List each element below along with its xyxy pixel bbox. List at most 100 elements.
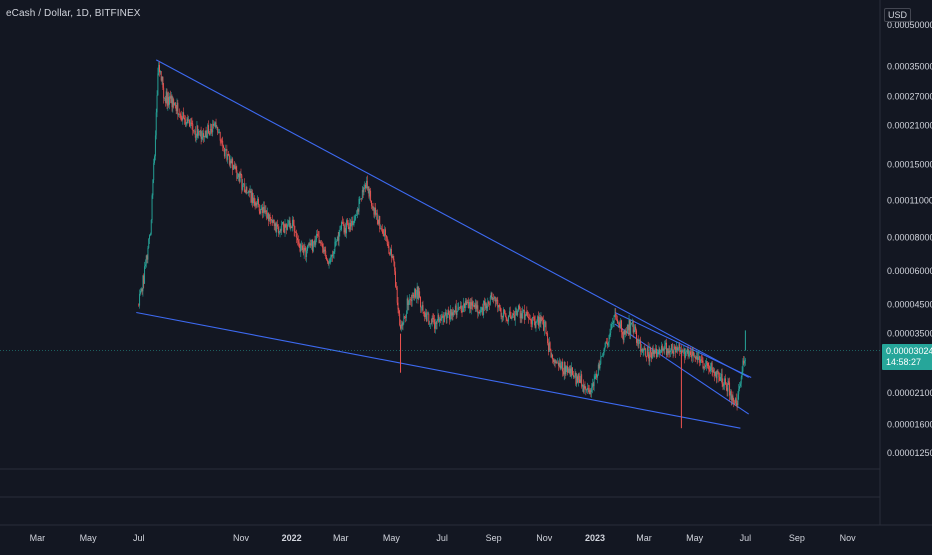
candle <box>543 315 544 332</box>
candle <box>213 120 215 129</box>
candle <box>341 216 343 224</box>
candle <box>260 205 262 216</box>
candle <box>622 331 624 345</box>
price-axis[interactable]: 0.00050000 0.00035000 0.00027000 0.00021000… <box>887 20 932 458</box>
candle <box>175 105 177 115</box>
candle <box>619 320 621 333</box>
candle <box>154 130 156 161</box>
candle <box>655 344 657 354</box>
time-tick-label: Nov <box>233 533 250 543</box>
candle <box>653 350 655 358</box>
currency-selector[interactable]: USD <box>884 8 912 22</box>
candle <box>613 315 615 328</box>
candle <box>584 381 586 390</box>
candle <box>708 362 710 375</box>
candle <box>364 181 366 190</box>
candle <box>381 224 383 234</box>
candle <box>273 219 275 231</box>
candle <box>578 372 580 384</box>
candle <box>523 309 524 313</box>
candle <box>390 247 392 256</box>
trendline[interactable] <box>136 311 741 429</box>
candle <box>403 313 405 325</box>
candle <box>510 312 512 319</box>
candle <box>228 150 229 157</box>
candle <box>146 254 148 264</box>
price-tick-label: 0.00027000 <box>887 91 932 101</box>
candle <box>266 210 268 221</box>
time-tick-label: Mar <box>333 533 349 543</box>
candle <box>229 155 231 169</box>
candle <box>392 254 394 261</box>
candle <box>263 201 265 214</box>
candle <box>727 377 729 397</box>
candle <box>384 225 386 240</box>
candle <box>244 189 246 193</box>
candle <box>369 188 371 201</box>
candle <box>700 354 702 364</box>
trendline[interactable] <box>155 59 749 378</box>
candle <box>347 219 349 229</box>
candle <box>329 257 331 264</box>
trendline[interactable] <box>614 311 752 378</box>
candle <box>189 118 190 128</box>
candle <box>400 320 402 332</box>
candle <box>310 239 312 248</box>
candle <box>330 254 332 265</box>
candle <box>562 358 564 377</box>
candle <box>501 312 503 323</box>
candle <box>419 287 421 299</box>
candle <box>719 372 721 382</box>
candle <box>710 361 712 373</box>
candle <box>547 338 549 356</box>
candle <box>693 351 695 362</box>
candle <box>675 341 677 353</box>
candle <box>262 201 264 218</box>
candle <box>377 219 379 226</box>
candle <box>490 291 492 299</box>
candle <box>642 348 644 357</box>
candle <box>534 315 536 329</box>
candle <box>221 137 223 147</box>
candle <box>715 371 716 378</box>
candle <box>404 315 406 319</box>
candle <box>312 241 314 253</box>
candle <box>574 368 576 378</box>
candle <box>481 306 483 315</box>
candle <box>549 341 551 351</box>
candle <box>253 195 255 207</box>
candle <box>267 212 269 227</box>
candle <box>289 217 291 230</box>
candle <box>248 188 250 198</box>
candle <box>307 244 308 254</box>
candle <box>396 285 398 306</box>
candle <box>477 300 479 319</box>
candle <box>152 178 154 199</box>
candle <box>625 328 627 338</box>
candle <box>363 184 365 196</box>
candle <box>278 231 280 235</box>
time-tick-label: May <box>80 533 98 543</box>
candle <box>342 218 344 226</box>
candle <box>706 360 708 369</box>
candle <box>737 391 739 408</box>
candle <box>248 190 249 197</box>
candle <box>729 388 731 400</box>
candle <box>348 222 350 232</box>
trendlines[interactable] <box>136 59 752 429</box>
candle <box>391 254 393 259</box>
candle <box>371 203 373 211</box>
time-axis[interactable]: Mar May Jul Nov 2022 Mar May Jul Sep Nov 2023 Mar Ma… <box>30 533 856 543</box>
candles <box>0 61 880 429</box>
candle <box>713 366 715 373</box>
candle <box>340 225 342 231</box>
candle <box>281 220 283 236</box>
candle <box>623 330 625 343</box>
candle <box>188 115 190 124</box>
candle <box>357 208 359 215</box>
candle <box>689 350 691 359</box>
candle <box>356 206 358 219</box>
candle <box>385 227 387 241</box>
